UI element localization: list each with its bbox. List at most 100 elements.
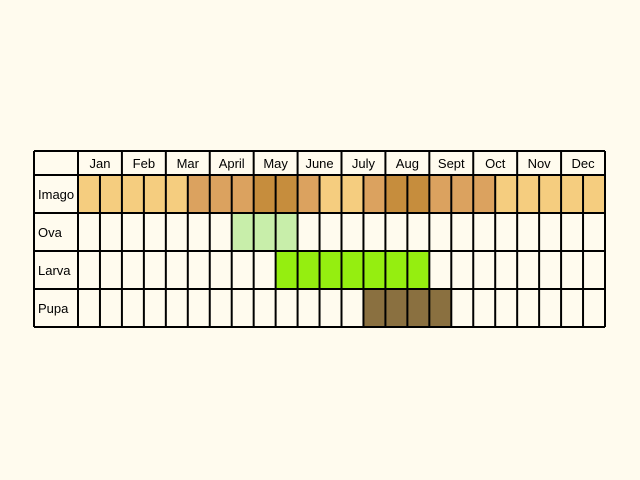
- cell-pupa-16: [429, 289, 452, 327]
- month-label: June: [305, 156, 333, 171]
- cell-larva-7: [231, 251, 254, 289]
- cell-pupa-8: [253, 289, 276, 327]
- cell-pupa-0: [78, 289, 100, 327]
- cell-larva-2: [121, 251, 144, 289]
- cell-pupa-13: [363, 289, 386, 327]
- month-label: May: [263, 156, 288, 171]
- cell-larva-8: [253, 251, 276, 289]
- row-label-pupa: Pupa: [38, 301, 69, 316]
- month-label: Oct: [485, 156, 506, 171]
- cell-ova-23: [583, 213, 605, 251]
- cell-pupa-1: [99, 289, 122, 327]
- cell-pupa-20: [517, 289, 540, 327]
- cell-larva-6: [209, 251, 232, 289]
- cell-larva-22: [561, 251, 584, 289]
- cell-ova-6: [209, 213, 232, 251]
- cell-ova-3: [143, 213, 166, 251]
- cell-imago-5: [187, 175, 210, 213]
- cell-ova-20: [517, 213, 540, 251]
- cell-imago-9: [275, 175, 298, 213]
- cell-pupa-10: [297, 289, 320, 327]
- month-label: April: [219, 156, 245, 171]
- cell-larva-9: [275, 251, 298, 289]
- cell-pupa-3: [143, 289, 166, 327]
- cell-larva-5: [187, 251, 210, 289]
- cell-pupa-11: [319, 289, 342, 327]
- row-label-ova: Ova: [38, 225, 63, 240]
- cell-imago-3: [143, 175, 166, 213]
- cell-pupa-22: [561, 289, 584, 327]
- cell-pupa-23: [583, 289, 605, 327]
- month-label: Nov: [528, 156, 552, 171]
- cell-larva-17: [451, 251, 474, 289]
- cell-ova-10: [297, 213, 320, 251]
- cell-ova-16: [429, 213, 452, 251]
- cell-pupa-6: [209, 289, 232, 327]
- cell-larva-11: [319, 251, 342, 289]
- cell-ova-8: [253, 213, 276, 251]
- month-label: Feb: [133, 156, 155, 171]
- cell-larva-3: [143, 251, 166, 289]
- cell-pupa-17: [451, 289, 474, 327]
- cell-larva-1: [99, 251, 122, 289]
- cell-larva-23: [583, 251, 605, 289]
- cell-imago-19: [495, 175, 518, 213]
- cell-larva-12: [341, 251, 364, 289]
- cell-larva-18: [473, 251, 496, 289]
- cell-ova-17: [451, 213, 474, 251]
- cell-pupa-21: [539, 289, 562, 327]
- cell-pupa-9: [275, 289, 298, 327]
- month-label: July: [352, 156, 376, 171]
- cell-imago-7: [231, 175, 254, 213]
- month-label: Jan: [89, 156, 110, 171]
- cell-larva-16: [429, 251, 452, 289]
- cell-imago-2: [121, 175, 144, 213]
- cell-imago-4: [165, 175, 188, 213]
- cell-pupa-15: [407, 289, 430, 327]
- cell-pupa-7: [231, 289, 254, 327]
- cell-imago-14: [385, 175, 408, 213]
- cell-larva-14: [385, 251, 408, 289]
- cell-pupa-4: [165, 289, 188, 327]
- cell-ova-1: [99, 213, 122, 251]
- cell-imago-1: [99, 175, 122, 213]
- cell-ova-0: [78, 213, 100, 251]
- cell-larva-21: [539, 251, 562, 289]
- cell-pupa-18: [473, 289, 496, 327]
- cell-ova-7: [231, 213, 254, 251]
- month-label: Sept: [438, 156, 465, 171]
- cell-imago-20: [517, 175, 540, 213]
- cell-ova-15: [407, 213, 430, 251]
- cell-pupa-5: [187, 289, 210, 327]
- cell-pupa-2: [121, 289, 144, 327]
- cell-ova-5: [187, 213, 210, 251]
- cell-pupa-19: [495, 289, 518, 327]
- cell-ova-11: [319, 213, 342, 251]
- cell-ova-9: [275, 213, 298, 251]
- cell-imago-11: [319, 175, 342, 213]
- row-label-imago: Imago: [38, 187, 74, 202]
- cell-larva-0: [78, 251, 100, 289]
- cell-ova-14: [385, 213, 408, 251]
- cell-imago-0: [78, 175, 100, 213]
- cell-ova-21: [539, 213, 562, 251]
- cell-imago-13: [363, 175, 386, 213]
- cell-imago-23: [583, 175, 605, 213]
- cell-larva-13: [363, 251, 386, 289]
- cell-imago-12: [341, 175, 364, 213]
- cell-imago-6: [209, 175, 232, 213]
- month-label: Aug: [396, 156, 419, 171]
- cell-larva-15: [407, 251, 430, 289]
- cell-imago-21: [539, 175, 562, 213]
- cell-larva-20: [517, 251, 540, 289]
- cell-larva-4: [165, 251, 188, 289]
- cell-ova-18: [473, 213, 496, 251]
- cell-imago-18: [473, 175, 496, 213]
- cell-ova-13: [363, 213, 386, 251]
- cell-ova-12: [341, 213, 364, 251]
- cell-ova-4: [165, 213, 188, 251]
- cell-ova-2: [121, 213, 144, 251]
- cell-larva-10: [297, 251, 320, 289]
- cell-imago-22: [561, 175, 584, 213]
